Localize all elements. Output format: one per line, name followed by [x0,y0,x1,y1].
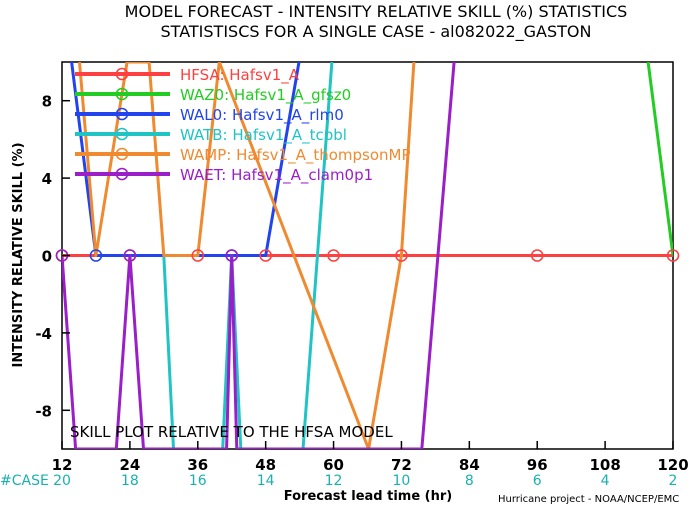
chart-subtitle: STATISTISCS FOR A SINGLE CASE - al082022… [161,22,592,42]
x-tick-label: 72 [391,456,412,474]
series-marker [530,249,544,262]
x-tick-label: 24 [119,456,140,474]
legend-marker [115,67,129,81]
case-count: 8 [465,473,474,489]
x-tick-label: 60 [323,456,344,474]
series-marker [259,249,272,262]
case-count: 16 [189,473,207,489]
series-marker [666,249,680,262]
legend-label: WAL0: Hafsv1_A_rlm0 [180,106,344,125]
x-tick-label: 108 [589,456,620,474]
series-marker [395,249,408,262]
x-tick-label: 96 [527,456,548,474]
case-count: 18 [121,473,139,489]
series-marker [191,249,205,262]
x-tick-label: 120 [657,456,688,474]
y-axis-label: INTENSITY RELATIVE SKILL (%) [11,142,26,367]
series-marker [123,249,137,262]
x-tick-label: 84 [459,456,480,474]
x-tick-label: 36 [187,456,208,474]
legend-label: WATB: Hafsv1_A_tcpbl [180,126,347,145]
y-tick-label: 0 [42,248,52,266]
legend-label: WAMP: Hafsv1_A_thompsonMP [180,146,411,165]
series-marker [225,249,239,262]
series-line [78,62,416,449]
legend-label: WAET: Hafsv1_A_clam0p1 [180,166,373,185]
legend-marker [115,147,129,161]
case-label: #CASE [0,473,49,489]
case-count: 12 [325,473,343,489]
case-count: 6 [533,473,542,489]
series-line [646,62,673,256]
legend-marker [115,167,129,181]
skill-annotation: SKILL PLOT RELATIVE TO THE HFSA MODEL [70,423,393,441]
legend-label: WAZ0: Hafsv1_A_gfsz0 [180,86,351,105]
series-marker [327,249,340,262]
axis-ticks: 12202418361648146012721084896610841202-8… [35,93,688,489]
case-count: 2 [669,473,678,489]
case-count: 14 [257,473,275,489]
y-tick-label: -4 [35,325,52,343]
x-tick-label: 48 [255,456,276,474]
chart-title: MODEL FORECAST - INTENSITY RELATIVE SKIL… [125,2,628,21]
series-lines [62,62,673,449]
y-tick-label: 4 [42,170,52,188]
legend-marker [115,127,129,141]
x-tick-label: 12 [52,456,73,474]
case-count: 10 [393,473,411,489]
legend-marker [115,87,129,101]
legend-label: HFSA: Hafsv1_A [180,66,300,85]
case-count: 20 [53,473,71,489]
case-count: 4 [601,473,610,489]
x-axis-label: Forecast lead time (hr) [284,489,452,504]
series-marker [89,249,103,262]
credit-text: Hurricane project - NOAA/NCEP/EMC [498,494,679,505]
legend-marker [115,107,129,121]
y-tick-label: 8 [42,93,52,111]
y-tick-label: -8 [35,402,52,420]
